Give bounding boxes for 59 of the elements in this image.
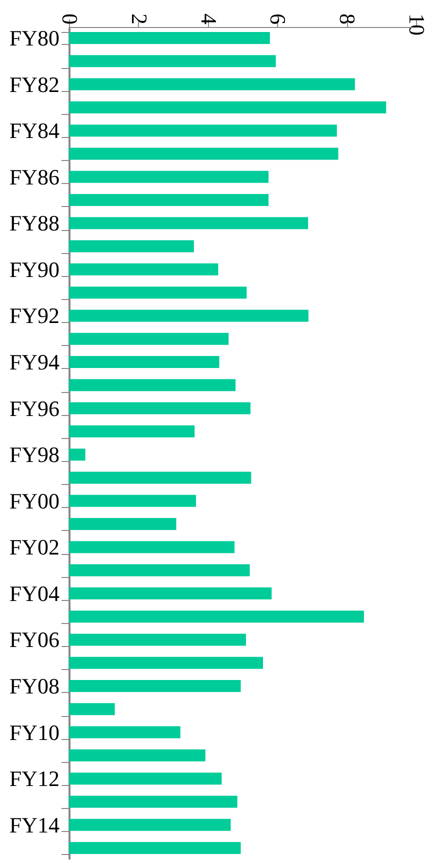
x-tick-label: 2 xyxy=(126,14,152,24)
y-tick-label: FY02 xyxy=(9,534,60,560)
bar xyxy=(69,356,220,368)
x-tick-label: 8 xyxy=(335,14,360,24)
bar xyxy=(69,217,308,230)
y-tick-label: FY90 xyxy=(9,256,60,282)
y-tick-label: FY14 xyxy=(9,812,60,838)
y-tick-label: FY06 xyxy=(9,627,60,652)
bar xyxy=(69,263,218,276)
bar xyxy=(69,194,269,206)
bar xyxy=(69,541,235,554)
bar xyxy=(69,518,176,530)
bar xyxy=(69,494,196,507)
bar xyxy=(69,332,229,345)
y-tick-label: FY12 xyxy=(9,766,60,792)
y-tick-label: FY94 xyxy=(9,350,60,374)
y-tick-label: FY88 xyxy=(9,210,60,236)
bar xyxy=(69,101,386,114)
bar xyxy=(69,634,246,646)
bar xyxy=(69,425,195,438)
bar xyxy=(69,124,337,137)
bar xyxy=(69,818,231,831)
y-tick-label: FY82 xyxy=(9,72,60,97)
bar xyxy=(69,796,238,808)
y-tick-label: FY98 xyxy=(9,442,60,468)
bar xyxy=(69,402,250,414)
y-tick-label: FY84 xyxy=(9,118,60,144)
y-tick-label: FY92 xyxy=(9,303,60,328)
bar xyxy=(69,564,250,576)
y-tick-label: FY08 xyxy=(9,674,60,699)
bar xyxy=(69,587,272,600)
y-tick-label: FY00 xyxy=(9,488,60,514)
bar xyxy=(69,32,270,44)
bar xyxy=(69,772,222,785)
bar xyxy=(69,842,241,854)
bar xyxy=(69,55,276,68)
bar xyxy=(69,749,206,762)
bar xyxy=(69,656,263,669)
x-tick-label: 4 xyxy=(196,14,222,24)
bar xyxy=(69,310,308,322)
y-tick-label: FY04 xyxy=(9,580,60,606)
bar xyxy=(69,286,247,299)
bar xyxy=(69,610,364,623)
bar xyxy=(69,240,194,252)
bar xyxy=(69,148,338,160)
y-tick-label: FY86 xyxy=(9,164,60,190)
y-tick-label: FY80 xyxy=(9,25,60,50)
y-tick-label: FY96 xyxy=(9,396,60,421)
bar xyxy=(69,726,180,738)
bar xyxy=(69,680,241,692)
x-tick-label: 6 xyxy=(266,14,291,24)
x-tick-label: 0 xyxy=(58,14,82,24)
bar xyxy=(69,379,236,392)
bar xyxy=(69,448,86,461)
bar xyxy=(69,170,269,183)
bar xyxy=(69,703,115,716)
bar xyxy=(69,472,252,484)
y-tick-label: FY10 xyxy=(9,720,60,745)
bar xyxy=(69,78,355,90)
